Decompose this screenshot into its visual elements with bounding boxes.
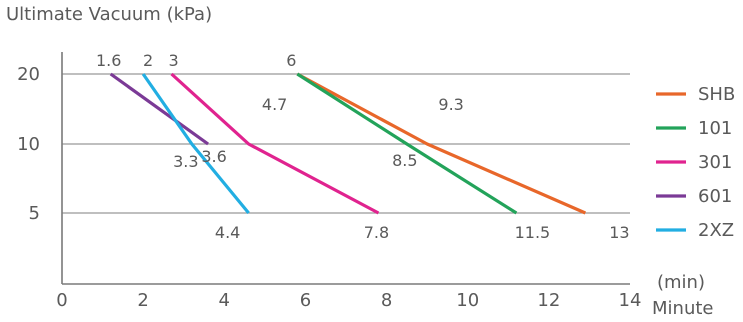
data-label: 3.6	[201, 147, 226, 166]
data-label: 9.3	[438, 95, 463, 114]
data-label: 1.6	[96, 51, 121, 70]
y-tick-label: 20	[17, 64, 40, 85]
gridlines	[62, 73, 630, 214]
legend-label: 101	[698, 118, 732, 139]
y-axis-title: Ultimate Vacuum (kPa)	[6, 4, 212, 25]
x-tick-labels: 0 2 4 6 8 10 12 14	[56, 290, 641, 311]
legend: SHB 101 301 601 2XZ	[656, 84, 735, 241]
legend-label: 301	[698, 152, 732, 173]
data-label: 2	[143, 51, 153, 70]
data-label: 7.8	[364, 223, 389, 242]
legend-label: 601	[698, 186, 732, 207]
series-line-101	[296, 72, 518, 215]
x-axis-title: Minute	[652, 298, 713, 319]
x-tick-label: 14	[619, 290, 642, 311]
data-labels: 6 9.3 13 8.5 11.5 3 4.7 7.8 1.6 3.6 2 3.3 4.4	[96, 51, 630, 242]
data-label: 3.3	[173, 152, 198, 171]
series-line-601	[109, 72, 209, 146]
data-label: 3	[168, 51, 178, 70]
x-tick-label: 12	[537, 290, 560, 311]
data-label: 11.5	[515, 223, 551, 242]
series-lines	[109, 72, 587, 215]
x-axis-unit: (min)	[657, 272, 705, 293]
x-tick-label: 6	[300, 290, 311, 311]
x-tick-label: 8	[381, 290, 392, 311]
y-tick-label: 5	[29, 203, 40, 224]
data-label: 6	[286, 51, 296, 70]
data-label: 4.7	[262, 95, 287, 114]
data-label: 4.4	[215, 223, 240, 242]
legend-label: SHB	[698, 84, 735, 105]
y-tick-labels: 20 10 5	[17, 64, 40, 224]
legend-label: 2XZ	[698, 220, 734, 241]
series-line-301	[170, 72, 380, 215]
x-tick-label: 4	[219, 290, 230, 311]
x-tick-label: 0	[56, 290, 67, 311]
series-line-2xz	[141, 73, 250, 215]
series-line-shb	[296, 72, 587, 215]
axes	[61, 52, 630, 285]
x-tick-label: 10	[456, 290, 479, 311]
y-tick-label: 10	[17, 134, 40, 155]
data-label: 13	[609, 223, 629, 242]
data-label: 8.5	[392, 151, 417, 170]
x-tick-label: 2	[137, 290, 148, 311]
